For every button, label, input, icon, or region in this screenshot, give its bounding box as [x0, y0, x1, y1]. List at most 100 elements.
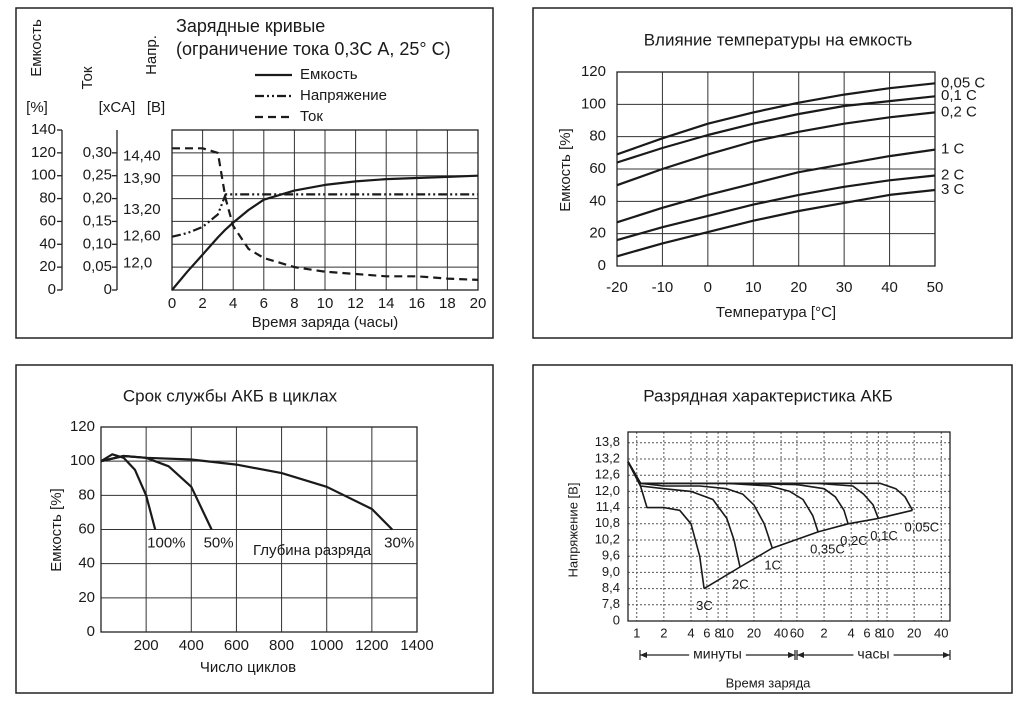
x-tick-label: -10 — [652, 279, 674, 296]
x-tick-label: 4 — [848, 625, 855, 640]
x-tick-label: 10 — [880, 625, 894, 640]
series-label: 50% — [204, 534, 234, 551]
y-tick-label: 0 — [87, 623, 95, 640]
y-tick-label: 100 — [581, 95, 606, 112]
y-tick-label: 12,60 — [123, 228, 161, 245]
y-axis-unit: [xCA] — [99, 99, 136, 116]
chart-subtitle: (ограничение тока 0,3С А, 25° С) — [176, 39, 451, 59]
series-line — [171, 193, 478, 238]
series-label: 2 С — [941, 166, 965, 183]
chart-title: Влияние температуры на емкость — [644, 30, 913, 49]
x-tick-label: 0 — [704, 279, 712, 296]
y-tick-label: 0,10 — [83, 235, 112, 252]
plot-frame — [627, 431, 951, 622]
y-tick-label: 0 — [598, 257, 606, 274]
series-label: 3C — [696, 598, 713, 613]
x-tick-label: 200 — [134, 637, 159, 654]
series-label: 1 С — [941, 141, 965, 158]
series-line — [616, 174, 936, 242]
y-tick-label: 120 — [581, 63, 606, 80]
y-tick-label: 0,20 — [83, 190, 112, 207]
series-label: 0,2C — [840, 533, 867, 548]
series-line — [616, 82, 936, 156]
x-tick-label: 30 — [836, 279, 853, 296]
y-tick-label: 10,8 — [595, 515, 620, 530]
x-tick-label: 20 — [790, 279, 807, 296]
series-line — [171, 174, 479, 291]
series-label: 0,05C — [904, 520, 939, 535]
x-tick-label: 800 — [269, 637, 294, 654]
y-tick-label: 60 — [78, 520, 95, 537]
plot-frame — [100, 426, 418, 633]
y-tick-label: 13,90 — [123, 170, 161, 187]
x-axis-label: Время заряда — [726, 675, 812, 690]
y-tick-label: 120 — [70, 418, 95, 435]
x-tick-label: -20 — [606, 279, 628, 296]
x-tick-label: 40 — [934, 625, 948, 640]
y-tick-label: 60 — [39, 212, 56, 229]
y-tick-label: 0,15 — [83, 212, 112, 229]
x-tick-label: 6 — [863, 625, 870, 640]
series-line — [616, 148, 936, 224]
y-tick-label: 9,0 — [602, 564, 620, 579]
series-label: 0,1C — [870, 528, 897, 543]
y-axis-label: Напр. — [143, 35, 160, 75]
series-label: 0,05 С — [941, 74, 985, 91]
y-tick-label: 40 — [39, 235, 56, 252]
x-tick-label: 6 — [703, 625, 710, 640]
x-tick-label: 2 — [660, 625, 667, 640]
y-tick-label: 140 — [31, 121, 56, 138]
x-tick-label: 8 — [714, 625, 721, 640]
y-tick-label: 80 — [78, 486, 95, 503]
x-tick-label: 20 — [747, 625, 761, 640]
x-axis-label: Температура [°C] — [716, 304, 836, 321]
x-tick-label: 12 — [347, 295, 364, 312]
chart-title: Зарядные кривые — [176, 16, 325, 36]
panel-frame — [532, 364, 1013, 694]
x-tick-label: 10 — [317, 295, 334, 312]
x-tick-label: 60 — [790, 625, 804, 640]
series-label: 1C — [764, 558, 781, 573]
x-tick-label: 1400 — [400, 637, 433, 654]
x-tick-label: 20 — [907, 625, 921, 640]
y-tick-label: 12,0 — [123, 254, 152, 271]
chart-title: Разрядная характеристика АКБ — [643, 386, 892, 405]
series-label: 3 С — [941, 181, 965, 198]
series-line — [100, 454, 213, 530]
x-tick-label: 4 — [229, 295, 237, 312]
y-tick-label: 13,20 — [123, 201, 161, 218]
legend-label: Емкость — [300, 66, 358, 83]
series-label: 2C — [732, 576, 749, 591]
series-line — [627, 461, 880, 519]
series-line — [616, 188, 936, 258]
x-tick-label: 4 — [687, 625, 694, 640]
x-tick-label: 20 — [470, 295, 487, 312]
x-tick-label: 18 — [439, 295, 456, 312]
y-tick-label: 0 — [48, 281, 56, 298]
y-tick-label: 10,2 — [595, 531, 620, 546]
label-bg — [853, 647, 894, 663]
y-tick-label: 80 — [39, 190, 56, 207]
chart-title: Срок службы АКБ в циклах — [123, 386, 338, 405]
series-line — [100, 454, 393, 531]
series-line — [627, 461, 705, 589]
series-line — [616, 111, 936, 187]
x-tick-label: 400 — [179, 637, 204, 654]
series-label: 0,1 С — [941, 87, 977, 104]
y-tick-label: 7,8 — [602, 596, 620, 611]
x-tick-label: 1000 — [310, 637, 343, 654]
series-label: 0,35C — [810, 541, 845, 556]
y-tick-label: 40 — [78, 555, 95, 572]
x-axis-label: Число циклов — [200, 659, 296, 676]
panel-frame — [532, 7, 1013, 339]
annotation: Глубина разряда — [253, 542, 372, 559]
range-label: минуты — [693, 646, 742, 662]
y-tick-label: 20 — [78, 589, 95, 606]
x-tick-label: 10 — [745, 279, 762, 296]
x-axis-label: Время заряда (часы) — [252, 314, 399, 331]
y-tick-label: 0,30 — [83, 144, 112, 161]
y-axis-label: Емкость [%] — [48, 488, 65, 571]
y-axis-unit: [B] — [147, 99, 165, 116]
